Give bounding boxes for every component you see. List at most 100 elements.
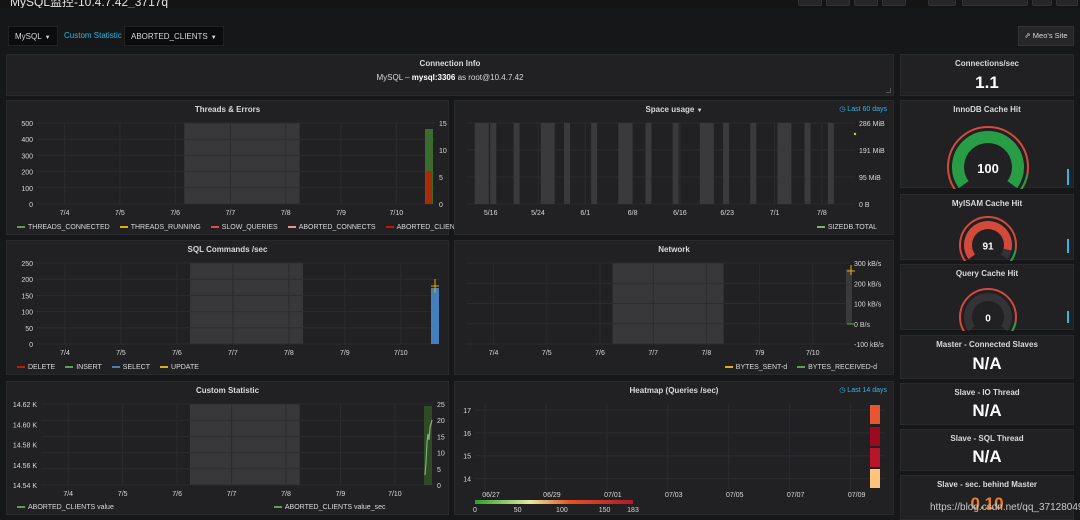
threads-chart[interactable]: 500 400 300 200 100 0 15 10 5 0 7/4 7/5 7/6 7/7 7/8 7/9… xyxy=(7,101,450,219)
connection-info-text: MySQL – mysql:3306 as root@10.4.7.42 xyxy=(7,73,893,82)
legend-item[interactable]: ABORTED_CLIENTS value xyxy=(17,504,114,511)
gauge-track xyxy=(964,293,1012,331)
legend-swatch xyxy=(210,226,219,229)
query-cache-gauge-panel: Query Cache Hit 0 xyxy=(900,264,1074,331)
legend-item[interactable]: SIZEDB.TOTAL xyxy=(816,224,877,231)
clock-icon: ◷ xyxy=(839,106,846,113)
connections-value: 1.1 xyxy=(975,73,999,92)
x-tick-label: 6/16 xyxy=(673,210,687,217)
y-tick-label: 100 xyxy=(21,310,33,317)
y-tick-label: 10 xyxy=(439,148,447,155)
slave-io-panel: Slave - IO Thread N/A xyxy=(900,383,1074,425)
add-panel-button[interactable] xyxy=(798,0,822,6)
time-region xyxy=(190,263,303,344)
y-tick-label: 14.56 K xyxy=(13,463,37,470)
legend-item[interactable]: ABORTED_CONNECTS xyxy=(287,224,376,231)
region-band xyxy=(699,123,714,204)
legend-label: INSERT xyxy=(76,364,102,371)
x-tick-label: 7/4 xyxy=(489,350,499,357)
legend-swatch xyxy=(17,366,25,369)
x-tick-label: 7/7 xyxy=(648,350,658,357)
y-tick-label: 14.60 K xyxy=(13,422,37,429)
legend-item[interactable]: INSERT xyxy=(65,364,102,371)
custom-chart[interactable]: 14.62 K 14.60 K 14.58 K 14.56 K 14.54 K 25 20 1… xyxy=(7,382,450,500)
network-panel: Network 300 kB/s 200 kB/s 100 kB/s 0 B/s -10… xyxy=(454,240,894,375)
region-band xyxy=(750,123,757,204)
network-chart[interactable]: 300 kB/s 200 kB/s 100 kB/s 0 B/s -100 kB/s 7/… xyxy=(455,241,895,359)
gauge-value: 0 xyxy=(985,314,991,325)
myisam-gauge-panel: MyISAM Cache Hit 91 xyxy=(900,194,1074,261)
y-tick-label: 300 xyxy=(21,153,33,160)
gauge-fill xyxy=(964,221,1012,260)
x-tick-label: 7/5 xyxy=(118,491,128,498)
panel-title: Slave - sec. behind Master xyxy=(936,480,1038,489)
y-tick-label: 0 xyxy=(437,483,441,490)
legend-item[interactable]: SLOW_QUERIES xyxy=(210,224,278,231)
legend-item[interactable]: BYTES_RECEIVED-d xyxy=(797,364,877,371)
x-tick-label: 7/7 xyxy=(227,491,237,498)
legend-item[interactable]: THREADS_CONNECTED xyxy=(17,224,110,231)
settings-button[interactable] xyxy=(928,0,956,6)
space-chart[interactable]: 286 MiB 191 MiB 95 MiB 0 B 5/16 5/24 6/1 6/8 6/1… xyxy=(455,101,895,219)
legend-item[interactable]: ABORTED_CLIENTS value_sec xyxy=(273,504,386,511)
time-picker[interactable] xyxy=(962,0,1028,6)
region-band xyxy=(540,123,555,204)
legend-swatch xyxy=(17,226,25,229)
custom-statistic-value: ABORTED_CLIENTS xyxy=(131,32,208,41)
legend-item[interactable]: DELETE xyxy=(17,364,55,371)
x-tick-label: 7/10 xyxy=(388,491,402,498)
select-bar xyxy=(431,288,439,344)
legend-item[interactable]: SELECT xyxy=(111,364,150,371)
mysql-dropdown[interactable]: MySQL ▼ xyxy=(8,26,58,46)
y-tick-label: 5 xyxy=(439,175,443,182)
legend-item[interactable]: THREADS_RUNNING xyxy=(119,224,201,231)
save-button[interactable] xyxy=(882,0,906,6)
x-tick-label: 7/9 xyxy=(755,350,765,357)
heatmap-chart[interactable]: 17 16 15 14 06/27 06/29 07/01 07/03 07/05 07/07 07… xyxy=(455,382,895,516)
panel-title: Slave - SQL Thread xyxy=(950,434,1024,443)
caret-down-icon: ▼ xyxy=(696,108,703,114)
x-tick-label: 7/9 xyxy=(336,491,346,498)
panel-title: Master - Connected Slaves xyxy=(936,340,1038,349)
share-button[interactable] xyxy=(854,0,878,6)
gauge-threshold-red xyxy=(947,126,1029,189)
value-area xyxy=(424,406,432,485)
site-label: Meo's Site xyxy=(1032,31,1068,40)
y-tick-label: 0 B xyxy=(859,202,870,209)
panel-title[interactable]: Space usage ▼ xyxy=(455,105,893,114)
conn-prefix: MySQL – xyxy=(376,73,412,82)
master-slaves-value: N/A xyxy=(972,354,1002,373)
gauge-value: 100 xyxy=(977,161,999,176)
sql-chart[interactable]: 250 200 150 100 50 0 7/4 7/5 7/6 7/7 7/8 7/9 7/10 xyxy=(7,241,450,359)
gauge-threshold-red xyxy=(959,216,1017,261)
star-button[interactable] xyxy=(826,0,850,6)
y-tick-label: 200 xyxy=(21,277,33,284)
x-tick-label: 5/24 xyxy=(531,210,545,217)
legend-label: SLOW_QUERIES xyxy=(221,224,278,231)
caret-down-icon: ▼ xyxy=(44,35,51,41)
legend-item[interactable]: UPDATE xyxy=(160,364,199,371)
refresh-button[interactable] xyxy=(1056,0,1078,6)
external-link-button[interactable]: ⇗ Meo's Site xyxy=(1018,26,1074,46)
zoom-button[interactable] xyxy=(1032,0,1052,6)
threads-errors-panel: Threads & Errors 500 400 300 200 100 0 15 10 5 0 7… xyxy=(6,100,464,235)
legend-item[interactable]: ABORTED_CLIENTS xyxy=(385,224,464,231)
dashboard-title[interactable]: MySQL监控-10.4.7.42_3717q xyxy=(10,0,169,8)
resize-handle[interactable] xyxy=(886,88,891,93)
legend-label: SIZEDB.TOTAL xyxy=(827,224,877,231)
x-tick-label: 7/7 xyxy=(226,210,236,217)
legend-swatch xyxy=(17,506,25,509)
x-tick-label: 7/4 xyxy=(63,491,73,498)
query-cache-gauge: 0 xyxy=(959,288,1069,331)
x-tick-label: 7/4 xyxy=(60,210,70,217)
legend-swatch xyxy=(287,226,296,229)
watermark: https://blog.csdn.net/qq_37128049 xyxy=(930,502,1080,513)
legend-item[interactable]: BYTES_SENT-d xyxy=(724,364,787,371)
custom-statistic-dropdown[interactable]: ABORTED_CLIENTS ▼ xyxy=(124,26,224,46)
legend-swatch xyxy=(273,506,282,509)
x-tick-label: 7/8 xyxy=(817,210,827,217)
panel-title: Connections/sec xyxy=(954,59,1019,68)
x-tick-label: 6/8 xyxy=(628,210,638,217)
panel-title: SQL Commands /sec xyxy=(187,245,268,254)
panel-title: Custom Statistic xyxy=(195,386,260,395)
